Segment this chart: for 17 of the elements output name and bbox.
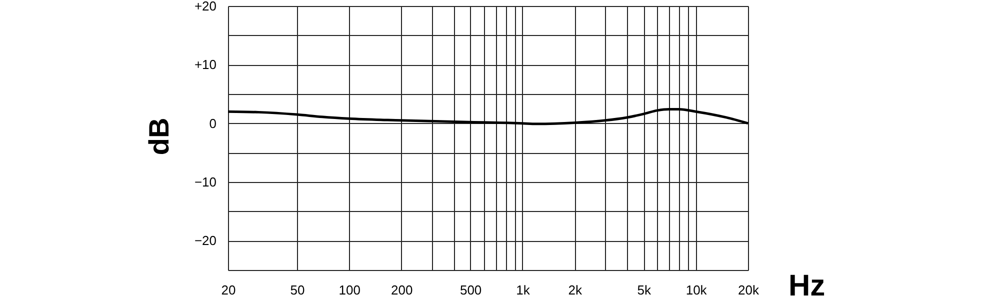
y-tick-label: +10 [194,57,216,72]
x-tick-label: 1k [516,282,530,298]
y-tick-label: 0 [209,116,216,131]
y-tick-label: +20 [194,0,216,14]
y-axis-title: dB [144,118,174,156]
x-tick-label: 20k [738,282,760,298]
x-axis-title: Hz [788,270,826,299]
x-tick-label: 50 [290,282,305,298]
y-tick-label: −20 [194,233,216,248]
x-tick-label: 500 [460,282,482,298]
x-tick-label: 2k [568,282,583,298]
y-tick-label: −10 [194,174,216,190]
x-tick-label: 5k [637,282,652,298]
x-tick-label: 100 [338,282,361,298]
x-tick-label: 10k [686,282,708,298]
x-tick-label: 20 [221,282,236,298]
x-tick-label: 200 [390,282,413,298]
